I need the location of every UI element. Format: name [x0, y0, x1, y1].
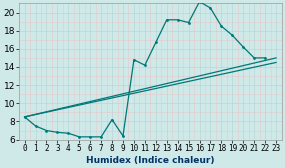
X-axis label: Humidex (Indice chaleur): Humidex (Indice chaleur) [86, 156, 215, 164]
